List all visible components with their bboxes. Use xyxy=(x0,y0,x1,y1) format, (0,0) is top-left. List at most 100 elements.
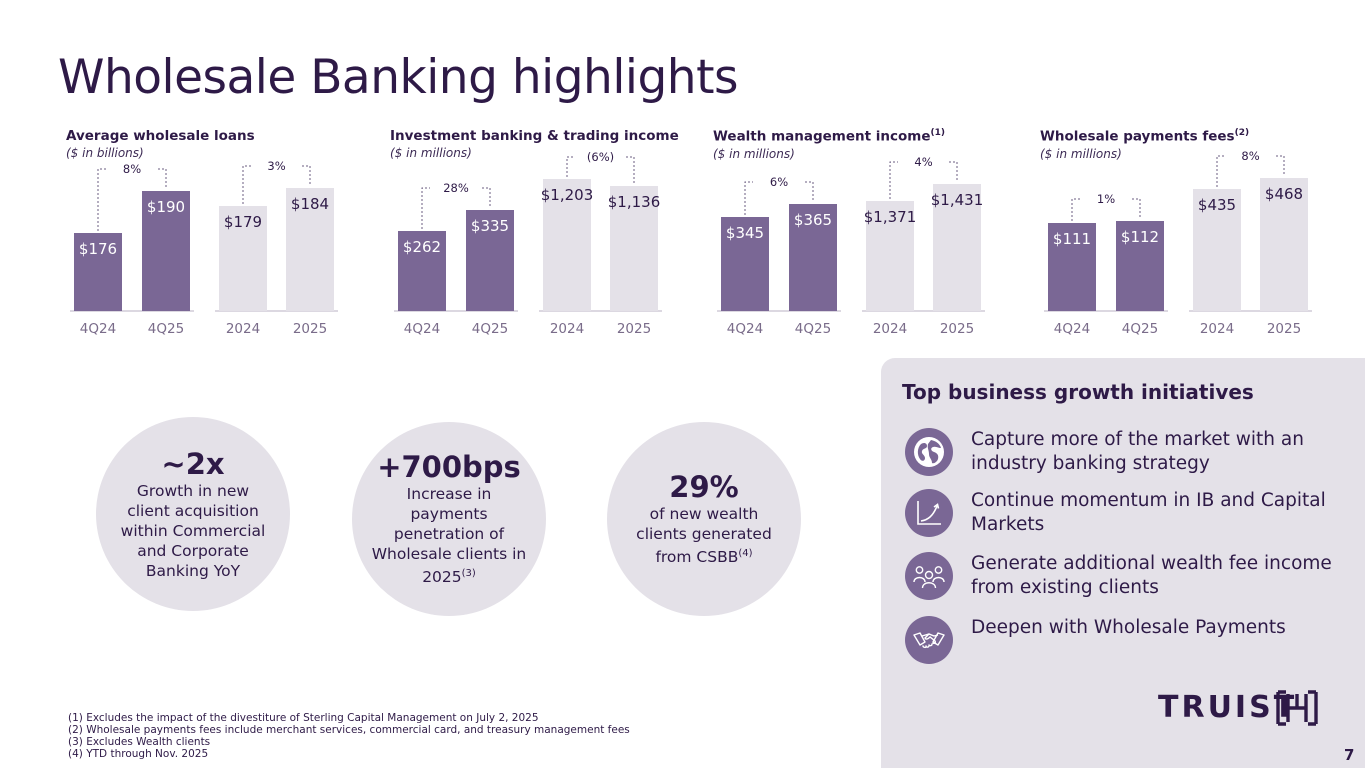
chart-header: Wholesale payments fees(2) ($ in million… xyxy=(1040,128,1340,161)
data-label: $335 xyxy=(471,217,509,235)
data-label: $111 xyxy=(1053,230,1091,248)
bar-chart-svg: $345 4Q24 $365 4Q25 $1,371 2024 $1,431 2025 6% 4% xyxy=(717,155,985,337)
people-group-icon xyxy=(905,552,953,600)
logo-text: TRUIST xyxy=(1158,690,1298,725)
chart-title: Wholesale payments fees(2) xyxy=(1040,128,1250,145)
category-label: 2025 xyxy=(617,321,651,337)
footnote: (1) Excludes the impact of the divestitu… xyxy=(68,712,539,724)
category-label: 2024 xyxy=(1200,321,1234,337)
bar xyxy=(466,210,514,311)
bar xyxy=(1260,178,1308,311)
data-label: $190 xyxy=(147,198,185,216)
data-label: $1,136 xyxy=(608,193,661,211)
change-label: 1% xyxy=(1097,192,1115,206)
change-label: 8% xyxy=(1241,149,1259,163)
footnotes: (1) Excludes the impact of the divestitu… xyxy=(68,712,630,760)
data-label: $262 xyxy=(403,238,441,256)
page-number: 7 xyxy=(1344,746,1355,764)
change-label: 28% xyxy=(443,181,469,195)
growth-chart-icon xyxy=(905,489,953,537)
footnote-ref: (1) xyxy=(930,128,946,138)
data-label: $112 xyxy=(1121,228,1159,246)
bar xyxy=(286,188,334,311)
chart-wealth-management-income: Wealth management income(1) ($ in millio… xyxy=(705,128,1005,348)
chart-subtitle: ($ in millions) xyxy=(1040,146,1122,161)
change-bracket xyxy=(1276,155,1285,176)
footnote-ref: (4) xyxy=(738,548,753,560)
chart-average-wholesale-loans: Average wholesale loans ($ in billions) … xyxy=(58,128,358,348)
category-label: 4Q24 xyxy=(80,321,116,337)
change-bracket xyxy=(626,156,635,184)
handshake-icon xyxy=(905,616,953,664)
bar xyxy=(933,184,981,311)
change-bracket xyxy=(566,156,575,177)
stat-value: 29% xyxy=(669,470,739,505)
change-bracket xyxy=(482,187,491,208)
category-label: 4Q24 xyxy=(404,321,440,337)
change-label: 8% xyxy=(123,162,141,176)
chart-subtitle: ($ in billions) xyxy=(66,146,144,160)
globe-icon xyxy=(905,428,953,476)
data-label: $435 xyxy=(1198,196,1236,214)
chart-subtitle: ($ in millions) xyxy=(390,146,472,160)
chart-header: Investment banking & trading income ($ i… xyxy=(390,128,690,160)
change-label: 3% xyxy=(267,159,285,173)
change-bracket xyxy=(421,187,430,229)
category-label: 4Q25 xyxy=(472,321,508,337)
category-label: 4Q25 xyxy=(1122,321,1158,337)
initiative-item: Generate additional wealth fee income fr… xyxy=(905,552,1355,602)
data-label: $1,431 xyxy=(931,191,984,209)
bar-chart-svg: $111 4Q24 $112 4Q25 $435 2024 $468 2025 1% 8% xyxy=(1044,149,1312,337)
chart-title: Average wholesale loans xyxy=(66,128,255,144)
initiative-label: Deepen with Wholesale Payments xyxy=(971,617,1286,638)
initiative-item: Capture more of the market with an indus… xyxy=(905,428,1355,478)
stat-description: Increase in payments penetration of Whol… xyxy=(371,485,527,587)
category-label: 4Q24 xyxy=(727,321,763,337)
page-title: Wholesale Banking highlights xyxy=(58,50,738,105)
bar-chart-svg: $262 4Q24 $335 4Q25 $1,203 2024 $1,136 2025 28% (… xyxy=(394,150,662,337)
bar xyxy=(398,231,446,311)
initiative-label: Generate additional wealth fee income fr… xyxy=(971,553,1332,598)
change-bracket xyxy=(242,165,251,204)
category-label: 4Q25 xyxy=(148,321,184,337)
bar xyxy=(1193,189,1241,311)
bar xyxy=(610,186,658,311)
footnote: (4) YTD through Nov. 2025 xyxy=(68,748,209,760)
change-bracket xyxy=(97,168,106,231)
truist-logo: TRUIST xyxy=(1158,688,1328,728)
footnote: (3) Excludes Wealth clients xyxy=(68,736,211,748)
stat-description: of new wealth clients generated from CSB… xyxy=(636,505,772,567)
category-label: 4Q24 xyxy=(1054,321,1090,337)
bar-chart-svg: $176 4Q24 $190 4Q25 $179 2024 $184 2025 8% 3% xyxy=(70,159,338,337)
bar xyxy=(142,191,190,311)
data-label: $345 xyxy=(726,224,764,242)
bar xyxy=(219,206,267,311)
category-label: 4Q25 xyxy=(795,321,831,337)
data-label: $1,203 xyxy=(541,186,594,204)
bar xyxy=(543,179,591,311)
chart-investment-banking-trading-income: Investment banking & trading income ($ i… xyxy=(382,128,682,348)
panel-title: Top business growth initiatives xyxy=(902,380,1254,404)
change-bracket xyxy=(158,168,167,189)
initiative-label: Continue momentum in IB and Capital Mark… xyxy=(971,490,1326,535)
footnote: (2) Wholesale payments fees include merc… xyxy=(68,724,630,736)
stat-bubble-new-wealth-clients: 29% of new wealth clients generated from… xyxy=(607,422,801,616)
bar xyxy=(721,217,769,311)
change-label: 6% xyxy=(770,175,788,189)
data-label: $365 xyxy=(794,211,832,229)
bar xyxy=(1116,221,1164,311)
data-label: $468 xyxy=(1265,185,1303,203)
change-bracket xyxy=(805,181,814,202)
initiative-label: Capture more of the market with an indus… xyxy=(971,429,1304,474)
stat-description: Growth in new client acquisition within … xyxy=(120,482,266,580)
data-label: $184 xyxy=(291,195,329,213)
chart-subtitle: ($ in millions) xyxy=(713,146,795,161)
stat-bubble-client-growth: ~2x Growth in new client acquisition wit… xyxy=(96,417,290,611)
stat-bubble-payments-penetration: +700bps Increase in payments penetration… xyxy=(352,422,546,616)
truist-mark-icon xyxy=(1276,690,1318,726)
bar xyxy=(1048,223,1096,311)
footnote-ref: (2) xyxy=(1234,128,1250,138)
change-bracket xyxy=(1132,198,1141,219)
stat-value: ~2x xyxy=(161,447,225,481)
data-label: $179 xyxy=(224,213,262,231)
